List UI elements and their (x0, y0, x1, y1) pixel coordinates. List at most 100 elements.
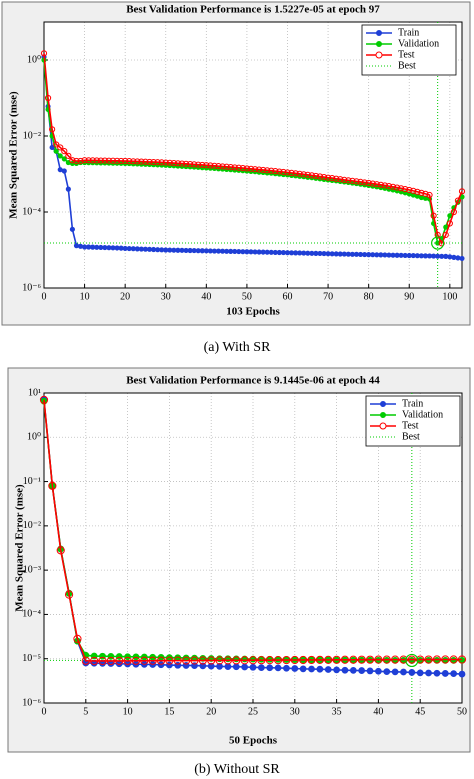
x-axis-label: 103 Epochs (226, 306, 280, 318)
data-point (166, 159, 173, 166)
x-tick-label: 40 (373, 706, 383, 717)
data-point (77, 243, 84, 249)
legend-marker (380, 401, 386, 407)
data-point (458, 188, 466, 195)
data-point (244, 249, 250, 255)
data-point (402, 186, 409, 193)
data-point (399, 655, 408, 664)
y-tick-label: 10⁰ (27, 432, 41, 443)
data-point (276, 249, 282, 256)
data-point (284, 169, 291, 176)
data-point (430, 212, 437, 219)
data-point (167, 247, 173, 253)
data-point (39, 395, 49, 404)
legend-label: Best (398, 60, 416, 71)
x-tick-label: 50 (242, 291, 252, 302)
data-point (101, 157, 108, 164)
data-point (215, 163, 222, 170)
data-point (441, 655, 450, 664)
data-point (61, 168, 67, 174)
data-point (86, 244, 92, 250)
data-point (150, 158, 157, 166)
data-point (191, 161, 198, 168)
data-point (349, 667, 357, 674)
data-point (288, 169, 295, 176)
data-point (171, 247, 177, 253)
data-point (369, 180, 376, 187)
x-tick-label: 30 (161, 291, 171, 302)
series-line (43, 53, 463, 246)
data-point (110, 245, 116, 251)
data-point (400, 668, 407, 676)
data-point (73, 243, 80, 249)
data-point (182, 160, 190, 167)
data-point (307, 655, 316, 665)
data-point (223, 163, 230, 170)
data-point (324, 174, 332, 181)
data-point (406, 186, 413, 194)
data-point (349, 177, 356, 184)
data-point (61, 156, 67, 162)
data-point (142, 246, 149, 252)
data-point (232, 656, 241, 665)
data-point (183, 247, 189, 253)
data-point (53, 141, 60, 148)
data-point (236, 248, 242, 255)
data-point (450, 670, 458, 678)
data-point (186, 161, 194, 168)
data-point (158, 159, 165, 166)
y-tick-label: 10⁻² (23, 520, 41, 531)
data-point (241, 663, 249, 671)
data-point (260, 249, 266, 255)
data-point (199, 662, 207, 670)
data-point (414, 253, 420, 259)
data-point (207, 656, 216, 665)
data-point (199, 161, 206, 169)
x-tick-label: 50 (457, 706, 467, 717)
data-point (375, 667, 382, 675)
data-point (247, 165, 255, 172)
chart-title: Best Validation Performance is 9.1445e-0… (126, 375, 380, 387)
data-point (454, 197, 462, 204)
data-point (291, 665, 299, 672)
data-point (98, 244, 104, 250)
data-point (248, 656, 258, 665)
data-point (228, 248, 234, 254)
data-point (455, 255, 461, 261)
data-point (130, 246, 136, 252)
data-point (446, 220, 453, 227)
data-point (345, 251, 351, 257)
data-point (357, 178, 364, 185)
data-point (349, 251, 356, 257)
data-point (115, 656, 124, 666)
data-point (273, 656, 283, 665)
data-point (458, 670, 466, 678)
data-point (134, 246, 140, 252)
data-point (90, 656, 99, 666)
y-tick-label: 10⁻⁴ (22, 609, 41, 620)
data-point (383, 668, 391, 676)
data-point (290, 655, 299, 665)
chart-title: Best Validation Performance is 1.5227e-0… (126, 4, 380, 16)
x-tick-label: 60 (282, 291, 292, 302)
y-tick-label: 10⁻⁵ (22, 653, 41, 664)
data-point (416, 655, 425, 664)
data-point (341, 666, 349, 674)
best-point (431, 236, 445, 250)
data-point (449, 655, 458, 664)
x-tick-label: 70 (323, 291, 333, 302)
data-point (195, 161, 202, 168)
data-point (113, 157, 121, 164)
data-point (179, 247, 185, 253)
x-tick-label: 40 (201, 291, 211, 302)
y-tick-label: 10⁻² (23, 130, 41, 141)
data-point (435, 240, 441, 246)
data-point (317, 250, 323, 257)
data-point (305, 250, 311, 256)
data-point (308, 665, 315, 673)
data-point (118, 157, 125, 165)
legend-label: Test (402, 420, 419, 431)
data-point (268, 167, 275, 174)
data-point (398, 252, 404, 258)
data-point (426, 253, 433, 259)
